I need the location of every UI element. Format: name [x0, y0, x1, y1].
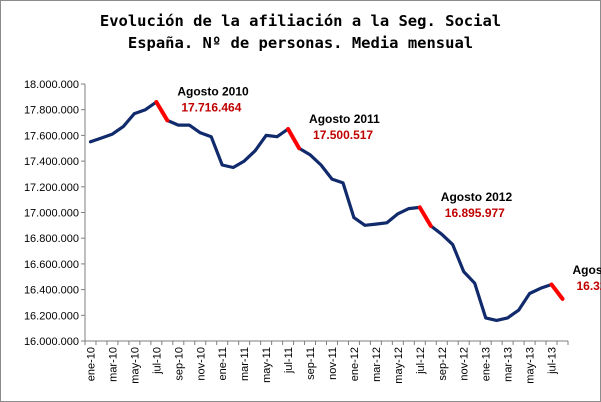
- data-point: [231, 166, 235, 169]
- x-tick-label: may-11: [261, 347, 273, 383]
- x-tick-label: sep-11: [305, 347, 317, 380]
- x-tick-label: ene-11: [217, 347, 229, 380]
- data-point: [144, 108, 147, 111]
- data-point: [407, 207, 411, 210]
- data-point: [495, 319, 498, 322]
- data-point: [133, 112, 136, 115]
- x-tick-label: jul-10: [151, 347, 163, 375]
- x-tick-label: mar-10: [107, 347, 119, 382]
- annotation-value: 16.327.687: [577, 279, 601, 293]
- x-tick-label: nov-12: [459, 347, 471, 381]
- annotation-label: Agosto 2012: [441, 190, 513, 204]
- x-tick-label: may-13: [525, 347, 537, 384]
- data-point: [210, 135, 213, 138]
- y-tick-label: 17.400.000: [24, 156, 79, 168]
- annotation-label: Agosto 2010: [177, 84, 249, 98]
- x-tick-label: sep-12: [437, 347, 449, 381]
- data-point: [506, 316, 509, 320]
- x-tick-label: mar-11: [239, 347, 251, 381]
- data-point: [528, 292, 531, 295]
- x-tick-label: may-10: [129, 347, 141, 384]
- data-point: [319, 163, 323, 167]
- x-tick-label: may-12: [393, 347, 405, 384]
- y-tick-label: 16.800.000: [24, 233, 79, 245]
- x-tick-label: nov-10: [195, 347, 207, 381]
- data-point: [374, 222, 378, 226]
- annotation-value: 16.895.977: [445, 206, 505, 220]
- data-point: [253, 149, 257, 153]
- data-point: [275, 135, 279, 138]
- data-point: [100, 136, 103, 140]
- data-point: [440, 233, 443, 236]
- data-point: [396, 212, 400, 215]
- data-point: [473, 281, 476, 285]
- highlight-segment: [154, 99, 170, 123]
- data-point: [221, 163, 224, 167]
- y-tick-label: 16.200.000: [24, 310, 79, 322]
- y-tick-label: 18.000.000: [24, 79, 79, 91]
- data-point: [363, 224, 367, 227]
- y-tick-label: 17.800.000: [24, 105, 79, 117]
- annotation-value: 17.716.464: [181, 100, 241, 114]
- highlight-segment: [549, 282, 565, 301]
- chart-subtitle: España. Nº de personas. Media mensual: [127, 34, 474, 52]
- chart-title: Evolución de la afiliación a la Seg. Soc…: [99, 12, 502, 30]
- y-tick-label: 16.000.000: [24, 336, 79, 348]
- data-point: [484, 316, 487, 320]
- y-tick-label: 17.600.000: [24, 130, 79, 142]
- data-point: [352, 216, 356, 219]
- x-tick-label: jul-12: [415, 347, 427, 375]
- x-tick-label: sep-10: [173, 347, 185, 381]
- data-point: [264, 134, 268, 137]
- data-point: [111, 132, 114, 136]
- data-point: [330, 177, 334, 181]
- y-tick-label: 17.000.000: [24, 208, 79, 220]
- highlight-segment: [417, 205, 433, 228]
- y-tick-label: 16.600.000: [24, 259, 79, 271]
- data-point: [177, 123, 180, 127]
- annotation-label: Agosto 2011: [309, 112, 380, 126]
- annotation-label: Agosto 2013: [573, 263, 601, 277]
- y-tick-label: 17.200.000: [24, 182, 79, 194]
- data-point: [308, 153, 312, 156]
- x-tick-label: mar-12: [371, 347, 383, 382]
- x-tick-label: jul-13: [547, 347, 559, 375]
- data-point: [462, 270, 465, 273]
- annotation-value: 17.500.517: [313, 128, 373, 142]
- data-point: [341, 181, 345, 185]
- data-point: [199, 131, 202, 135]
- x-tick-label: mar-13: [503, 347, 515, 382]
- x-tick-label: ene-12: [349, 347, 361, 381]
- chart-title-block: Evolución de la afiliación a la Seg. Soc…: [0, 10, 601, 54]
- data-point: [89, 140, 92, 144]
- x-tick-label: jul-11: [283, 347, 295, 374]
- x-tick-label: nov-11: [327, 347, 339, 380]
- data-point: [385, 221, 389, 224]
- y-tick-label: 16.400.000: [24, 285, 79, 297]
- data-point: [242, 159, 246, 163]
- x-tick-label: ene-10: [85, 347, 97, 381]
- data-point: [122, 125, 125, 128]
- highlight-segment: [286, 126, 302, 151]
- data-point: [188, 123, 191, 127]
- data-point: [451, 243, 454, 246]
- x-tick-label: ene-13: [481, 347, 493, 381]
- data-point: [539, 287, 542, 290]
- data-point: [517, 308, 520, 312]
